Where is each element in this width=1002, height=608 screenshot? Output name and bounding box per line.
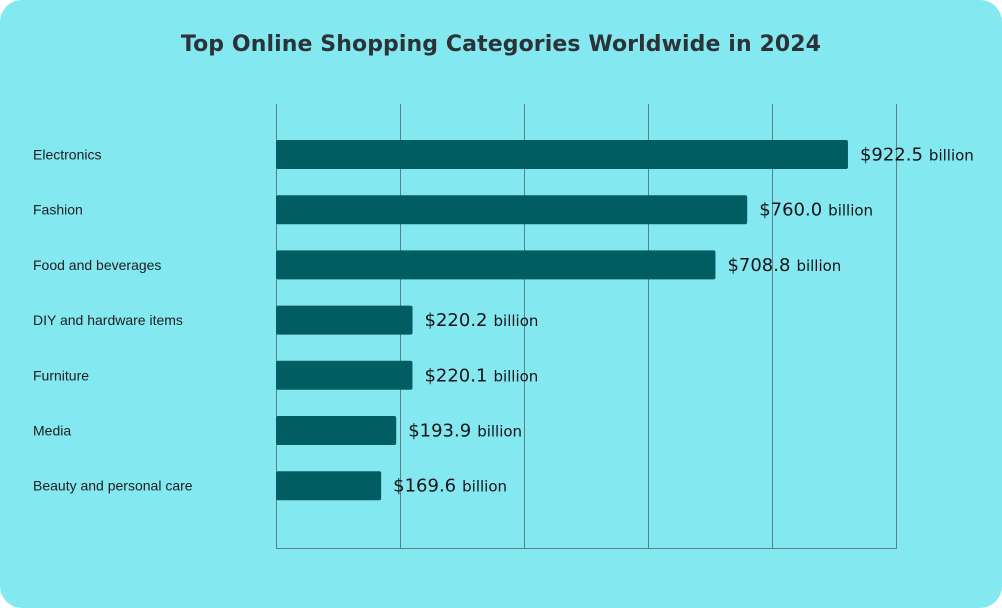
value-label-0: $922.5 billion xyxy=(860,145,974,166)
category-label-5: Media xyxy=(33,423,71,439)
value-label-4: $220.1 billion xyxy=(424,365,538,386)
category-label-6: Beauty and personal care xyxy=(33,478,193,494)
bar-4 xyxy=(276,360,413,390)
value-label-3: $220.2 billion xyxy=(425,310,539,331)
value-labels: $922.5 billion $760.0 billion $708.8 billion $… xyxy=(393,145,974,497)
chart-title: Top Online Shopping Categories Worldwide… xyxy=(180,32,822,57)
category-labels: Electronics Fashion Food and beverages DIY … xyxy=(33,147,193,494)
value-label-2: $708.8 billion xyxy=(727,255,841,276)
value-label-5: $193.9 billion xyxy=(408,421,522,442)
bar-1 xyxy=(276,195,748,225)
category-label-0: Electronics xyxy=(33,147,101,163)
category-label-3: DIY and hardware items xyxy=(33,312,183,328)
bar-5 xyxy=(276,416,397,445)
bar-0 xyxy=(276,140,848,169)
bar-2 xyxy=(276,250,716,280)
bar-6 xyxy=(276,471,382,501)
category-label-2: Food and beverages xyxy=(33,257,161,273)
category-label-1: Fashion xyxy=(33,202,83,218)
value-label-6: $169.6 billion xyxy=(393,476,507,497)
category-label-4: Furniture xyxy=(33,367,89,383)
value-label-1: $760.0 billion xyxy=(759,200,873,221)
bar-3 xyxy=(276,305,413,335)
bars xyxy=(276,140,848,501)
